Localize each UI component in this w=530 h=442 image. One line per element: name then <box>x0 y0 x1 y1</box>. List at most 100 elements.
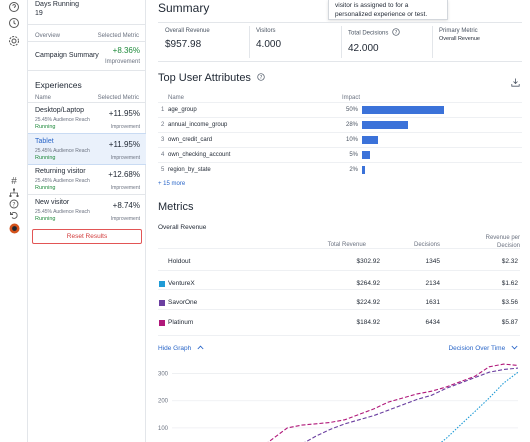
row-decisions: 2134 <box>425 280 440 287</box>
row-total: $184.92 <box>356 319 381 326</box>
download-icon[interactable] <box>511 74 520 87</box>
undo-icon[interactable] <box>7 208 21 222</box>
row-name: VentureX <box>168 280 195 287</box>
experience-name: Returning visitor <box>35 168 86 175</box>
main-content: Summary visitor is assigned to for a per… <box>146 0 530 442</box>
tooltip-line: personalized experience or test. <box>335 11 428 18</box>
metrics-row-savorone[interactable]: SavorOne $224.92 1631 $3.56 <box>158 289 520 315</box>
more-attributes-link[interactable]: + 15 more <box>158 181 186 187</box>
y-tick-label: 300 <box>158 372 169 378</box>
row-decisions: 1345 <box>425 258 440 265</box>
series-line-1 <box>304 367 519 442</box>
reset-results-button[interactable]: Reset Results <box>32 229 142 244</box>
attribute-row[interactable]: 2 annual_income_group 28% <box>158 117 522 132</box>
chevron-up-icon <box>197 345 204 352</box>
experience-lift: +12.68% <box>108 170 140 179</box>
experience-item-new[interactable]: New visitor 25.45% Audience Reach Runnin… <box>28 194 146 226</box>
attr-bar <box>362 106 444 114</box>
y-tick-label: 100 <box>158 426 169 432</box>
row-total: $264.92 <box>356 280 381 287</box>
experiences-title: Experiences <box>35 80 82 90</box>
experience-status: Running <box>35 185 56 191</box>
attr-bar <box>362 166 366 174</box>
attribute-row[interactable]: 4 own_checking_account 5% <box>158 147 522 162</box>
divider <box>28 41 146 42</box>
experience-item-returning[interactable]: Returning visitor 25.45% Audience Reach … <box>28 164 146 196</box>
experience-improvement: Improvement <box>110 155 140 161</box>
card-label: Visitors <box>256 28 276 34</box>
divider <box>158 335 520 336</box>
decision-over-time-dropdown[interactable]: Decision Over Time <box>448 345 518 352</box>
hierarchy-icon[interactable] <box>7 186 21 200</box>
experience-name: Tablet <box>35 138 54 145</box>
experience-status: Running <box>35 216 56 222</box>
row-rpd: $2.32 <box>501 258 518 265</box>
metrics-title: Metrics <box>158 201 194 213</box>
metrics-row-holdout[interactable]: Holdout $302.92 1345 $2.32 <box>158 248 520 274</box>
exp-name-header: Name <box>35 95 52 101</box>
attr-pct: 10% <box>345 137 358 143</box>
experience-lift: +11.95% <box>108 109 140 118</box>
hash-icon[interactable]: # <box>11 175 17 187</box>
experience-item-tablet[interactable]: Tablet 25.45% Audience Reach Running +11… <box>28 133 146 165</box>
summary-title: Summary <box>158 1 210 15</box>
row-name: Holdout <box>168 258 191 265</box>
row-total: $224.92 <box>356 299 381 306</box>
card-label: Total Decisions <box>348 30 389 37</box>
row-rpd: $3.56 <box>501 299 518 306</box>
tooltip-line: visitor is assigned to for a <box>335 2 409 9</box>
divider <box>432 26 433 58</box>
experience-reach: 25.45% Audience Reach <box>35 178 90 184</box>
chevron-down-icon <box>511 345 518 352</box>
experience-panel: Days Running 19 Overview Selected Metric… <box>28 0 146 442</box>
attributes-title: Top User Attributes ? <box>158 72 265 84</box>
campaign-summary-row[interactable]: Campaign Summary +8.36% Improvement <box>28 42 146 70</box>
attr-impact-header: Impact <box>342 95 361 101</box>
history-icon[interactable] <box>7 16 21 30</box>
experience-reach: 25.45% Audience Reach <box>35 148 90 154</box>
divider <box>249 26 250 58</box>
primary-metric-card: Primary Metric Overall Revenue <box>439 28 480 60</box>
attr-name-header: Name <box>168 95 185 101</box>
experience-item-desktop[interactable]: Desktop/Laptop 25.45% Audience Reach Run… <box>28 102 146 134</box>
attribute-row[interactable]: 3 own_credit_card 10% <box>158 132 522 147</box>
attr-index: 3 <box>161 137 165 143</box>
attr-pct: 5% <box>349 152 358 158</box>
hide-graph-toggle[interactable]: Hide Graph <box>158 345 204 352</box>
user-avatar-icon[interactable] <box>7 221 21 235</box>
campaign-summary-label: Campaign Summary <box>35 52 99 59</box>
experience-name: New visitor <box>35 199 70 206</box>
svg-text:?: ? <box>260 75 263 81</box>
experience-name: Desktop/Laptop <box>35 107 85 114</box>
icon-rail: # ? <box>0 0 28 442</box>
legend-swatch <box>159 281 165 287</box>
y-tick-label: 200 <box>158 399 169 405</box>
overview-header: Overview <box>35 33 61 39</box>
gear-icon[interactable] <box>7 34 21 48</box>
campaign-summary-improvement: Improvement <box>104 59 140 65</box>
experience-status: Running <box>35 155 56 161</box>
experience-reach: 25.45% Audience Reach <box>35 209 90 215</box>
row-name: SavorOne <box>168 299 198 306</box>
metrics-subtitle: Overall Revenue <box>158 224 207 231</box>
decision-over-time-chart: 300 200 100 <box>158 363 519 442</box>
attr-index: 1 <box>161 107 165 113</box>
info-icon[interactable]: ? <box>392 28 400 38</box>
experience-status: Running <box>35 124 56 130</box>
metrics-row-venturex[interactable]: VentureX $264.92 2134 $1.62 <box>158 270 520 296</box>
svg-text:?: ? <box>12 201 15 208</box>
info-icon[interactable]: ? <box>257 72 265 84</box>
attr-bar <box>362 151 371 159</box>
attr-name: region_by_state <box>168 167 211 173</box>
divider <box>28 24 146 25</box>
attr-index: 5 <box>161 167 165 173</box>
attribute-row[interactable]: 5 region_by_state 2% <box>158 162 522 177</box>
attr-index: 2 <box>161 122 165 128</box>
card-value: 4.000 <box>256 39 282 50</box>
decision-over-time-label: Decision Over Time <box>448 345 506 352</box>
attribute-row[interactable]: 1 age_group 50% <box>158 102 522 117</box>
metrics-row-platinum[interactable]: Platinum $184.92 6434 $5.87 <box>158 309 520 335</box>
col-decisions: Decisions <box>413 242 440 248</box>
help-icon[interactable] <box>7 0 21 14</box>
question-icon[interactable]: ? <box>7 197 21 211</box>
